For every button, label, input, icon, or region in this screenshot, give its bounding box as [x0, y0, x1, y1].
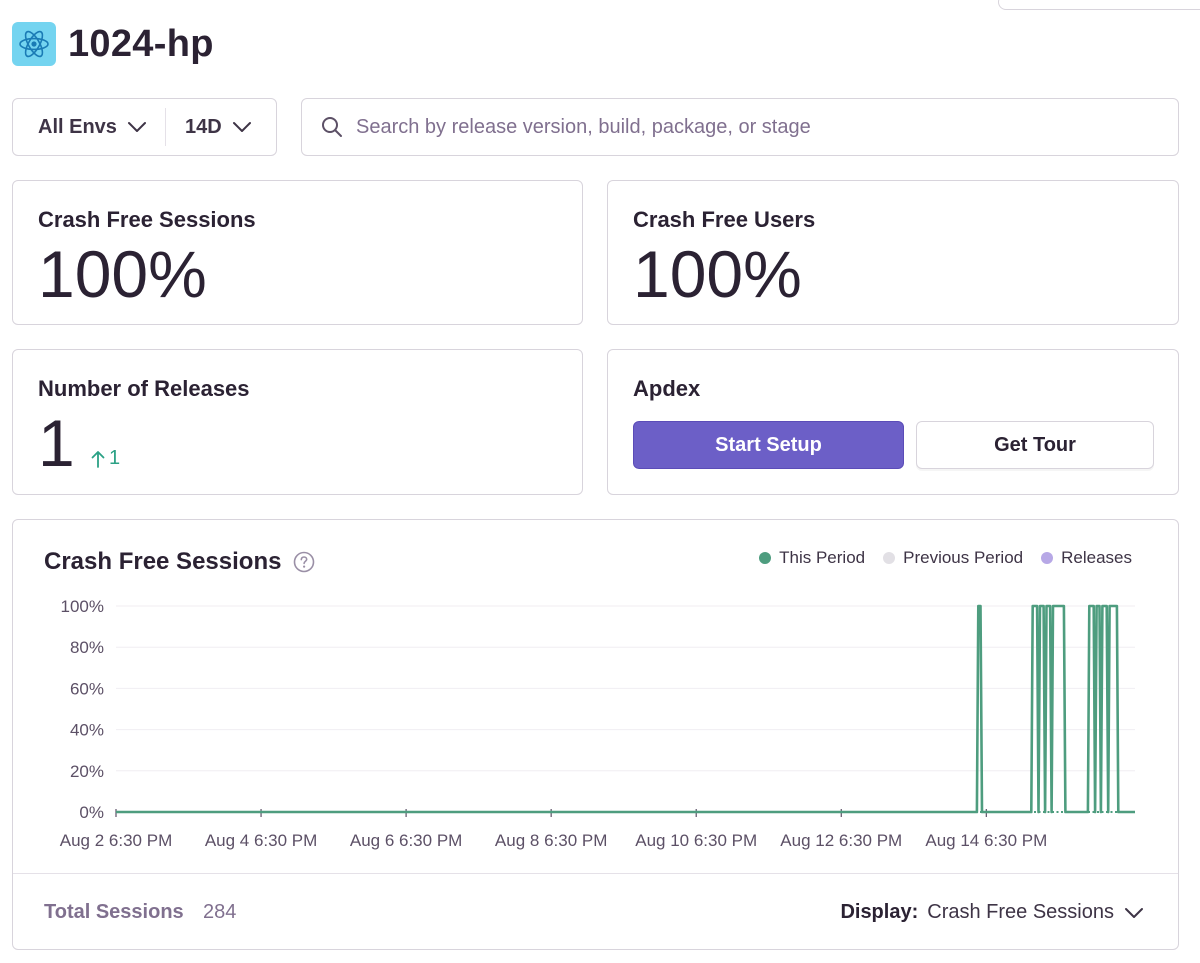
legend-label: Previous Period	[903, 548, 1024, 567]
filter-group: All Envs 14D	[12, 98, 277, 156]
chevron-down-icon	[127, 121, 147, 133]
question-circle-icon[interactable]	[293, 551, 315, 573]
legend-label: This Period	[779, 548, 866, 567]
legend-dot	[759, 552, 772, 564]
total-sessions-value: 284	[203, 901, 237, 923]
chevron-down-icon	[232, 121, 252, 133]
legend-item-releases[interactable]: Releases	[1041, 548, 1132, 568]
x-tick-label: Aug 12 6:30 PM	[780, 831, 902, 850]
card-label: Number of Releases	[38, 376, 250, 401]
top-right-panel-edge	[998, 0, 1200, 10]
legend-label: Releases	[1061, 548, 1132, 567]
y-tick-label: 60%	[70, 679, 104, 698]
crash-free-sessions-chart-card: Crash Free Sessions This Period Previous…	[12, 519, 1179, 950]
y-tick-label: 0%	[79, 803, 104, 822]
chevron-down-icon	[1124, 907, 1144, 919]
legend-item-this-period[interactable]: This Period	[759, 548, 865, 568]
card-value: 1	[38, 406, 75, 480]
y-tick-label: 80%	[70, 638, 104, 657]
card-value: 100%	[633, 237, 802, 311]
period-label: 14D	[185, 115, 222, 138]
card-label: Crash Free Sessions	[38, 207, 256, 232]
delta-value: 1	[109, 447, 121, 469]
release-search	[301, 98, 1179, 156]
start-setup-button[interactable]: Start Setup	[633, 421, 904, 469]
number-of-releases-card: Number of Releases 1 1	[12, 349, 583, 495]
x-tick-label: Aug 6 6:30 PM	[350, 831, 462, 850]
x-tick-label: Aug 8 6:30 PM	[495, 831, 607, 850]
chart-header: Crash Free Sessions	[44, 548, 315, 576]
chart-legend: This Period Previous Period Releases	[741, 548, 1132, 568]
display-value: Crash Free Sessions	[927, 901, 1114, 923]
legend-dot	[883, 552, 896, 564]
page-title: 1024-hp	[68, 22, 214, 65]
page-header: 1024-hp	[12, 22, 214, 66]
period-dropdown[interactable]: 14D	[166, 108, 252, 146]
card-label: Crash Free Users	[633, 207, 816, 232]
x-tick-label: Aug 14 6:30 PM	[925, 831, 1047, 850]
environment-dropdown[interactable]: All Envs	[13, 108, 166, 146]
y-tick-label: 40%	[70, 721, 104, 740]
get-tour-button[interactable]: Get Tour	[916, 421, 1154, 469]
search-icon	[320, 115, 344, 139]
x-tick-label: Aug 10 6:30 PM	[635, 831, 757, 850]
y-tick-label: 100%	[61, 597, 104, 616]
x-tick-label: Aug 2 6:30 PM	[60, 831, 172, 850]
environment-label: All Envs	[38, 115, 117, 138]
series-line	[116, 604, 1135, 814]
chart-footer: Total Sessions 284 Display: Crash Free S…	[13, 873, 1178, 951]
crash-free-sessions-line-chart: 0% 20% 40% 60% 80% 100% Aug 2 6:30 PM Aug 4 6:3…	[60, 597, 1135, 850]
y-tick-label: 20%	[70, 762, 104, 781]
apdex-card: Apdex Start Setup Get Tour	[607, 349, 1179, 495]
crash-free-sessions-card: Crash Free Sessions 100%	[12, 180, 583, 325]
display-dropdown[interactable]: Display: Crash Free Sessions	[840, 901, 1144, 924]
releases-delta: 1	[91, 447, 120, 470]
arrow-up-icon	[91, 450, 105, 468]
display-label: Display:	[840, 901, 919, 923]
legend-item-previous-period[interactable]: Previous Period	[883, 548, 1023, 568]
card-value: 100%	[38, 237, 207, 311]
total-sessions-label: Total Sessions	[44, 901, 184, 923]
search-input[interactable]	[356, 115, 1136, 139]
crash-free-users-card: Crash Free Users 100%	[607, 180, 1179, 325]
react-atom-icon	[12, 22, 56, 66]
chart-title: Crash Free Sessions	[44, 548, 282, 575]
card-label: Apdex	[633, 376, 701, 401]
x-tick-label: Aug 4 6:30 PM	[205, 831, 317, 850]
legend-dot	[1041, 552, 1054, 564]
